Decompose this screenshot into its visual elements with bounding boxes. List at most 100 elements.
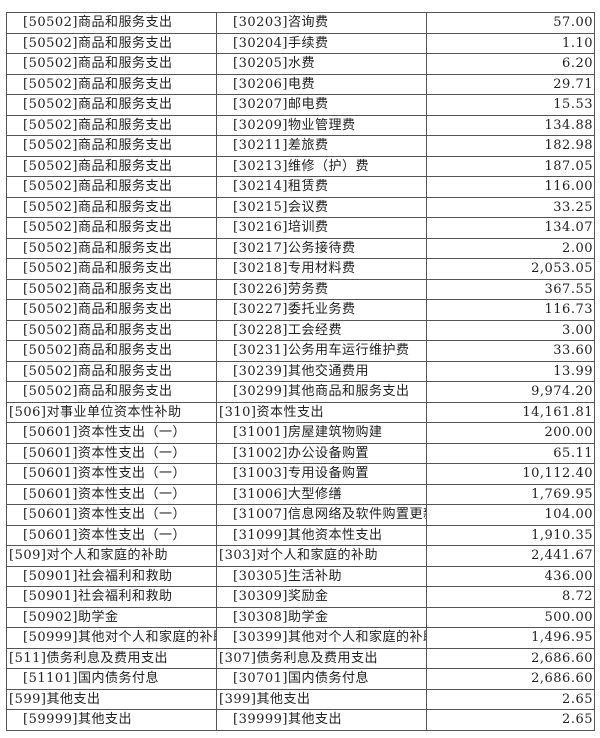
- table-row: [50601]资本性支出（一） [31006]大型修缮 1,769.95: [6, 483, 595, 505]
- amount-cell: 9,974.20: [426, 381, 595, 403]
- amount-cell: 2,686.60: [426, 647, 595, 669]
- table-row: [50601]资本性支出（一） [31007]信息网络及软件购置更新 104.00: [6, 504, 595, 526]
- table-row: [50502]商品和服务支出 [30213]维修（护）费 187.05: [6, 155, 595, 177]
- table-row: [50502]商品和服务支出 [30207]邮电费 15.53: [6, 94, 595, 116]
- function-category-cell: [59999]其他支出: [6, 709, 217, 731]
- economic-category-cell: [30226]劳务费: [216, 278, 427, 300]
- function-category-cell: [50502]商品和服务支出: [6, 381, 217, 403]
- table-row: [50502]商品和服务支出 [30203]咨询费 57.00: [6, 12, 595, 34]
- economic-category-cell: [30215]会议费: [216, 196, 427, 218]
- amount-cell: 14,161.81: [426, 401, 595, 423]
- amount-cell: 500.00: [426, 606, 595, 628]
- amount-cell: 10,112.40: [426, 463, 595, 485]
- function-category-cell: [50502]商品和服务支出: [6, 73, 217, 95]
- function-category-cell: [50502]商品和服务支出: [6, 299, 217, 321]
- function-category-cell: [50601]资本性支出（一）: [6, 442, 217, 464]
- function-category-cell: [50502]商品和服务支出: [6, 176, 217, 198]
- function-category-cell: [50601]资本性支出（一）: [6, 422, 217, 444]
- function-category-cell: [50999]其他对个人和家庭的补助: [6, 627, 217, 649]
- table-row: [50502]商品和服务支出 [30211]差旅费 182.98: [6, 135, 595, 157]
- amount-cell: 200.00: [426, 422, 595, 444]
- economic-category-cell: [30204]手续费: [216, 32, 427, 54]
- table-row: [59999]其他支出 [39999]其他支出 2.65: [6, 709, 595, 731]
- function-category-cell: [50502]商品和服务支出: [6, 278, 217, 300]
- table-row: [50502]商品和服务支出 [30227]委托业务费 116.73: [6, 299, 595, 321]
- table-row: [50502]商品和服务支出 [30215]会议费 33.25: [6, 196, 595, 218]
- economic-category-cell: [30227]委托业务费: [216, 299, 427, 321]
- table-row: [50502]商品和服务支出 [30216]培训费 134.07: [6, 217, 595, 239]
- table-row: [50999]其他对个人和家庭的补助 [30399]其他对个人和家庭的补助 1,49…: [6, 627, 595, 649]
- economic-category-cell: [39999]其他支出: [216, 709, 427, 731]
- table-row: [511]债务利息及费用支出 [307]债务利息及费用支出 2,686.60: [6, 647, 595, 669]
- economic-category-cell: [310]资本性支出: [216, 401, 427, 423]
- amount-cell: 2,441.67: [426, 545, 595, 567]
- table-row: [50502]商品和服务支出 [30239]其他交通费用 13.99: [6, 360, 595, 382]
- function-category-cell: [50502]商品和服务支出: [6, 340, 217, 362]
- function-category-cell: [50601]资本性支出（一）: [6, 483, 217, 505]
- economic-category-cell: [30214]租赁费: [216, 176, 427, 198]
- amount-cell: 2,053.05: [426, 258, 595, 280]
- amount-cell: 8.72: [426, 586, 595, 608]
- amount-cell: 2.65: [426, 709, 595, 731]
- amount-cell: 2.65: [426, 688, 595, 710]
- amount-cell: 65.11: [426, 442, 595, 464]
- economic-category-cell: [30205]水费: [216, 53, 427, 75]
- amount-cell: 134.88: [426, 114, 595, 136]
- economic-category-cell: [30305]生活补助: [216, 565, 427, 587]
- table-row: [506]对事业单位资本性补助 [310]资本性支出 14,161.81: [6, 401, 595, 423]
- amount-cell: 1.10: [426, 32, 595, 54]
- economic-category-cell: [30309]奖励金: [216, 586, 427, 608]
- economic-category-cell: [30213]维修（护）费: [216, 155, 427, 177]
- economic-category-cell: [30203]咨询费: [216, 12, 427, 34]
- economic-category-cell: [30228]工会经费: [216, 319, 427, 341]
- amount-cell: 57.00: [426, 12, 595, 34]
- function-category-cell: [50502]商品和服务支出: [6, 237, 217, 259]
- amount-cell: 6.20: [426, 53, 595, 75]
- table-row: [50601]资本性支出（一） [31099]其他资本性支出 1,910.35: [6, 524, 595, 546]
- function-category-cell: [50502]商品和服务支出: [6, 135, 217, 157]
- table-row: [50601]资本性支出（一） [31001]房屋建筑物购建 200.00: [6, 422, 595, 444]
- table-row: [50502]商品和服务支出 [30206]电费 29.71: [6, 73, 595, 95]
- table-row: [50502]商品和服务支出 [30214]租赁费 116.00: [6, 176, 595, 198]
- economic-category-cell: [30217]公务接待费: [216, 237, 427, 259]
- economic-category-cell: [31006]大型修缮: [216, 483, 427, 505]
- amount-cell: 116.00: [426, 176, 595, 198]
- amount-cell: 116.73: [426, 299, 595, 321]
- function-category-cell: [50901]社会福利和救助: [6, 565, 217, 587]
- amount-cell: 1,910.35: [426, 524, 595, 546]
- economic-category-cell: [30239]其他交通费用: [216, 360, 427, 382]
- function-category-cell: [50502]商品和服务支出: [6, 319, 217, 341]
- function-category-cell: [50502]商品和服务支出: [6, 155, 217, 177]
- economic-category-cell: [30216]培训费: [216, 217, 427, 239]
- function-category-cell: [50502]商品和服务支出: [6, 53, 217, 75]
- amount-cell: 104.00: [426, 504, 595, 526]
- table-row: [50502]商品和服务支出 [30226]劳务费 367.55: [6, 278, 595, 300]
- economic-category-cell: [30399]其他对个人和家庭的补助: [216, 627, 427, 649]
- economic-category-cell: [30231]公务用车运行维护费: [216, 340, 427, 362]
- economic-category-cell: [31099]其他资本性支出: [216, 524, 427, 546]
- economic-category-cell: [30701]国内债务付息: [216, 668, 427, 690]
- table-row: [50901]社会福利和救助 [30309]奖励金 8.72: [6, 586, 595, 608]
- function-category-cell: [50502]商品和服务支出: [6, 94, 217, 116]
- amount-cell: 134.07: [426, 217, 595, 239]
- function-category-cell: [599]其他支出: [6, 688, 217, 710]
- economic-category-cell: [31002]办公设备购置: [216, 442, 427, 464]
- table-row: [50502]商品和服务支出 [30228]工会经费 3.00: [6, 319, 595, 341]
- table-row: [50502]商品和服务支出 [30209]物业管理费 134.88: [6, 114, 595, 136]
- function-category-cell: [50502]商品和服务支出: [6, 114, 217, 136]
- amount-cell: 1,496.95: [426, 627, 595, 649]
- economic-category-cell: [30299]其他商品和服务支出: [216, 381, 427, 403]
- amount-cell: 29.71: [426, 73, 595, 95]
- function-category-cell: [50502]商品和服务支出: [6, 360, 217, 382]
- economic-category-cell: [399]其他支出: [216, 688, 427, 710]
- table-body: [50502]商品和服务支出 [30203]咨询费 57.00 [50502]商品和服…: [6, 12, 595, 731]
- function-category-cell: [506]对事业单位资本性补助: [6, 401, 217, 423]
- function-category-cell: [50502]商品和服务支出: [6, 196, 217, 218]
- table-row: [50502]商品和服务支出 [30205]水费 6.20: [6, 53, 595, 75]
- economic-category-cell: [30218]专用材料费: [216, 258, 427, 280]
- economic-category-cell: [31001]房屋建筑物购建: [216, 422, 427, 444]
- amount-cell: 367.55: [426, 278, 595, 300]
- table-row: [50502]商品和服务支出 [30218]专用材料费 2,053.05: [6, 258, 595, 280]
- function-category-cell: [509]对个人和家庭的补助: [6, 545, 217, 567]
- table-row: [509]对个人和家庭的补助 [303]对个人和家庭的补助 2,441.67: [6, 545, 595, 567]
